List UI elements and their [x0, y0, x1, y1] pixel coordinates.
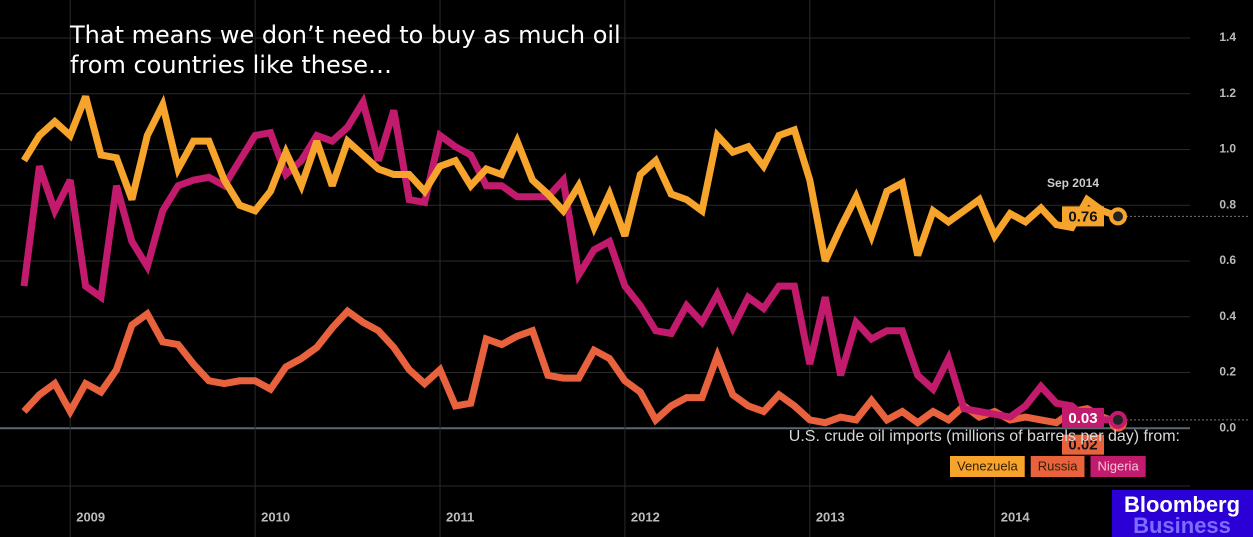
- series-line: [20, 93, 1118, 424]
- annotation: Sep 2014: [1047, 176, 1099, 190]
- y-tick-label: 0.0: [1219, 420, 1236, 434]
- y-tick-label: 0.4: [1219, 309, 1236, 323]
- end-marker: [1109, 410, 1127, 429]
- y-tick-label: 0.6: [1219, 253, 1236, 267]
- legend-item: Nigeria: [1090, 456, 1146, 477]
- legend-item: Venezuela: [950, 456, 1025, 477]
- value-label: 0.03: [1068, 410, 1097, 427]
- legend-item: Russia: [1030, 456, 1085, 477]
- x-tick-label: 2010: [261, 509, 290, 524]
- x-tick-label: 2014: [1001, 509, 1031, 524]
- series-line: [21, 306, 1120, 428]
- logo-box: [1112, 490, 1253, 537]
- chart-title: That means we don’t need to buy as much …: [70, 21, 621, 79]
- y-tick-label: 1.2: [1219, 86, 1236, 100]
- end-marker: [1109, 207, 1127, 226]
- logo-text: Business: [1133, 513, 1231, 537]
- x-tick-label: 2013: [816, 509, 845, 524]
- legend-swatch: [1090, 456, 1146, 477]
- legend-label: Nigeria: [1097, 458, 1139, 473]
- legend-swatch: [1030, 456, 1085, 477]
- x-tick-label: 2009: [76, 509, 105, 524]
- y-tick-label: 0.2: [1219, 365, 1236, 379]
- value-label-box: [1062, 206, 1104, 227]
- y-tick-label: 1.0: [1219, 142, 1236, 156]
- y-tick-label: 1.4: [1219, 30, 1236, 44]
- legend-label: Russia: [1038, 458, 1079, 473]
- y-tick-label: 0.8: [1219, 197, 1236, 211]
- legend-swatch: [950, 456, 1025, 477]
- legend-label: Venezuela: [957, 458, 1018, 473]
- value-label-box: [1062, 407, 1104, 428]
- series-line: [21, 94, 1120, 263]
- logo-text: Bloomberg: [1124, 492, 1240, 517]
- value-label-box: [1062, 434, 1104, 455]
- value-label: 0.76: [1068, 208, 1097, 225]
- x-tick-label: 2012: [631, 509, 660, 524]
- legend-title: U.S. crude oil imports (millions of barr…: [789, 428, 1180, 445]
- value-label: 0.02: [1068, 437, 1097, 454]
- x-tick-label: 2011: [446, 509, 474, 524]
